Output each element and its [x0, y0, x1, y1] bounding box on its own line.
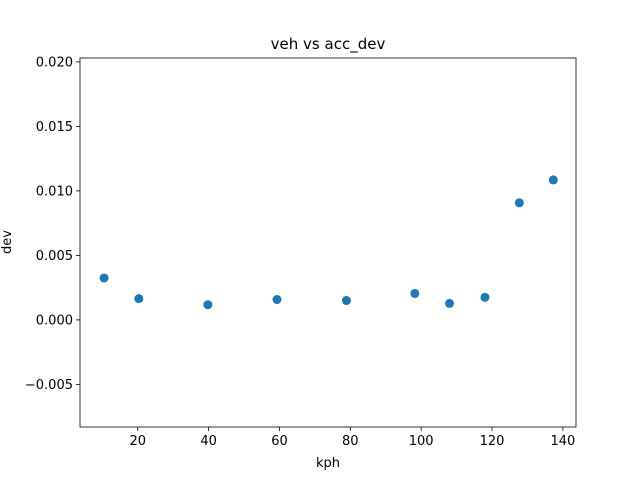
- plot-area: 20 40 60 80 100 120 140 −0.005 0.000 0.005 0.010 0.…: [25, 55, 577, 449]
- data-point: [445, 298, 455, 308]
- y-tick-label: 0.005: [36, 249, 73, 264]
- axes-frame: [79, 57, 577, 428]
- x-tick-label: 40: [200, 434, 217, 449]
- y-tick-label: −0.005: [25, 378, 73, 393]
- data-point: [134, 294, 144, 304]
- y-tick-label: 0.010: [36, 184, 73, 199]
- x-tick-label: 80: [342, 434, 359, 449]
- y-axis-label: dev: [0, 230, 15, 254]
- x-axis-label: kph: [316, 456, 340, 471]
- x-tick-label: 120: [480, 434, 505, 449]
- data-point: [272, 295, 282, 305]
- data-point: [548, 175, 558, 185]
- x-tick-label: 140: [550, 434, 575, 449]
- x-tick-label: 60: [271, 434, 288, 449]
- x-tick-label: 100: [409, 434, 434, 449]
- data-point: [341, 296, 351, 306]
- data-point: [99, 273, 109, 283]
- y-tick-label: 0.020: [36, 55, 73, 70]
- y-tick-label: 0.000: [36, 313, 73, 328]
- data-point: [410, 288, 420, 298]
- x-tick-label: 20: [129, 434, 146, 449]
- chart-title: veh vs acc_dev: [271, 35, 386, 54]
- data-point: [480, 292, 490, 302]
- y-tick-label: 0.015: [36, 120, 73, 135]
- data-point: [514, 198, 524, 208]
- data-point: [203, 300, 213, 310]
